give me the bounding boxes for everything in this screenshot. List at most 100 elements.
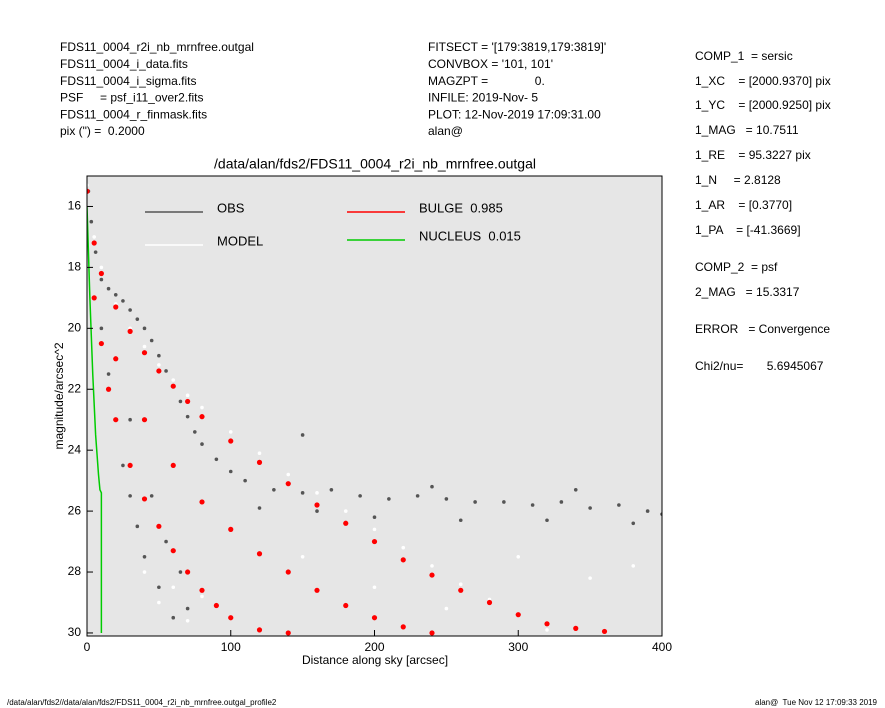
data-point (178, 570, 183, 574)
data-point (193, 430, 197, 434)
data-point (214, 457, 219, 462)
fit-parameter: ERROR = Convergence (695, 322, 830, 336)
data-point (631, 521, 636, 526)
data-point (185, 414, 190, 419)
data-point (128, 494, 132, 498)
data-point (170, 462, 176, 469)
data-point (300, 491, 305, 495)
data-point (429, 630, 435, 636)
data-point (458, 518, 463, 523)
x-tick-label: 0 (84, 640, 91, 654)
data-point (256, 627, 263, 633)
fit-parameter: 1_XC = [2000.9370] pix (695, 74, 831, 88)
data-point (573, 487, 578, 492)
fit-parameter: 1_AR = [0.3770] (695, 198, 792, 212)
data-point (272, 487, 276, 492)
header-middle-line: INFILE: 2019-Nov- 5 (428, 91, 538, 105)
data-point (91, 295, 97, 301)
data-point (200, 405, 204, 410)
header-middle-line: alan@ (428, 124, 463, 138)
header-middle-line: PLOT: 12-Nov-2019 17:09:31.00 (428, 107, 601, 121)
data-point (121, 299, 125, 303)
data-point (156, 368, 162, 374)
marks (87, 183, 662, 636)
footer-right: alan@ Tue Nov 12 17:09:33 2019 (755, 698, 878, 707)
header-middle-line: MAGZPT = 0. (428, 74, 545, 88)
data-point (516, 554, 521, 559)
data-point (458, 582, 463, 587)
header-left-line: FDS11_0004_r2i_nb_mrnfree.outgal (60, 40, 254, 54)
data-point (113, 417, 119, 423)
legend-label: OBS (217, 200, 245, 215)
data-point (142, 326, 147, 331)
legend-label: MODEL (217, 233, 263, 248)
data-point (285, 630, 291, 636)
data-point (185, 606, 190, 611)
y-tick-label: 18 (68, 260, 82, 274)
data-point (185, 618, 190, 623)
data-point (631, 564, 636, 568)
fit-parameter: 1_PA = [-41.3669] (695, 223, 801, 237)
data-point (315, 491, 319, 495)
data-point (89, 219, 94, 224)
y-tick-label: 22 (68, 381, 82, 395)
data-point (530, 503, 535, 507)
y-tick-label: 20 (68, 320, 82, 334)
data-point (545, 628, 549, 632)
data-point (300, 433, 305, 437)
data-point (121, 463, 125, 468)
data-point (99, 326, 104, 331)
data-point (256, 459, 263, 465)
data-point (559, 500, 564, 504)
fit-parameter: 1_YC = [2000.9250] pix (695, 98, 831, 112)
data-point (99, 277, 104, 282)
data-point (429, 572, 435, 578)
data-point (185, 398, 191, 405)
y-axis-label: magnitude/arcsec^2 (52, 342, 66, 449)
data-point (185, 569, 191, 575)
chart-title: /data/alan/fds2/FDS11_0004_r2i_nb_mrnfre… (214, 156, 536, 172)
fit-parameter: COMP_1 = sersic (695, 49, 793, 63)
y-tick-label: 30 (68, 625, 82, 639)
data-point (430, 484, 434, 489)
data-point (285, 569, 291, 575)
fit-parameter: 2_MAG = 15.3317 (695, 285, 800, 299)
data-point (617, 503, 621, 507)
data-point (149, 494, 154, 498)
data-point (257, 451, 262, 456)
data-point (93, 250, 98, 254)
footer-left: /data/alan/fds2//data/alan/fds2/FDS11_00… (7, 698, 277, 707)
data-point (199, 499, 205, 505)
data-point (243, 478, 247, 483)
data-point (515, 612, 521, 618)
data-point (415, 494, 420, 498)
data-point (98, 270, 104, 277)
x-tick-label: 200 (364, 640, 384, 654)
x-tick-label: 100 (221, 640, 241, 654)
data-point (98, 340, 104, 347)
data-point (142, 570, 147, 574)
data-point (573, 625, 579, 631)
data-point (400, 624, 406, 630)
data-point (400, 557, 406, 563)
data-point (358, 494, 362, 498)
data-point (171, 378, 176, 382)
data-point (329, 487, 334, 492)
data-point (170, 383, 176, 389)
data-point (200, 442, 204, 446)
data-point (228, 526, 234, 532)
data-point (588, 506, 592, 510)
data-point (149, 338, 154, 343)
data-point (127, 328, 133, 334)
data-point (588, 576, 592, 580)
data-point (87, 188, 90, 194)
data-point (105, 386, 112, 392)
data-point (285, 481, 291, 487)
data-point (113, 304, 119, 310)
data-point (444, 497, 449, 501)
data-point (171, 615, 176, 620)
data-point (458, 587, 464, 593)
fit-parameter: COMP_2 = psf (695, 260, 778, 274)
